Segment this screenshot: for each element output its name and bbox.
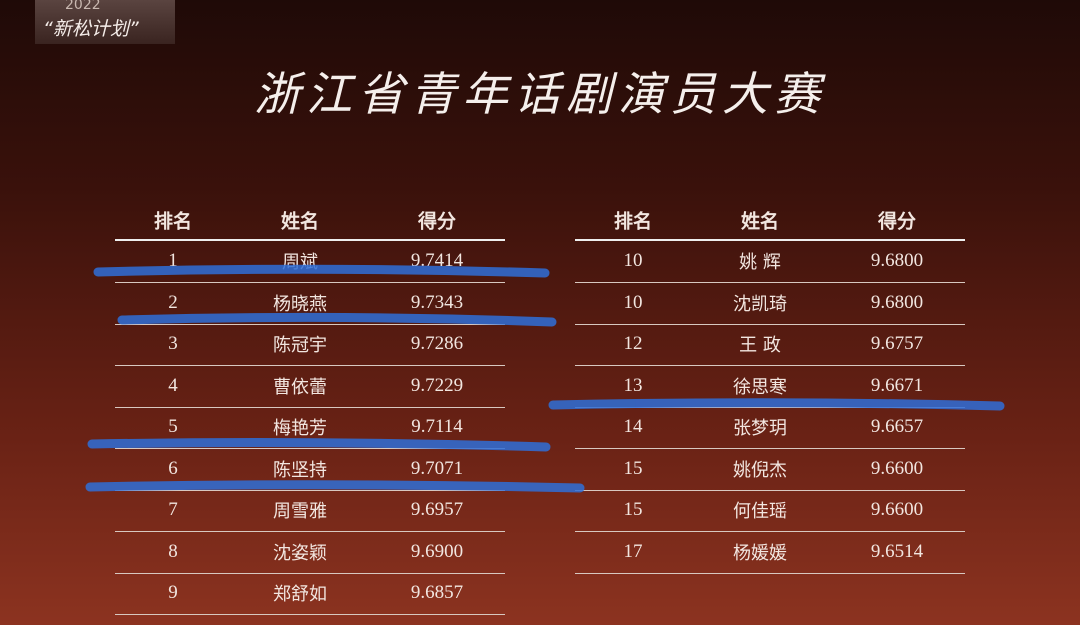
row-rule [575, 489, 965, 491]
header-rule [575, 239, 965, 241]
header-cell: 得分 [417, 210, 457, 233]
score: 9.6900 [410, 540, 464, 562]
rank: 14 [623, 416, 643, 437]
logo-year: 2022 [65, 0, 101, 13]
rank: 3 [168, 333, 178, 354]
score: 9.6671 [870, 374, 924, 396]
row-rule [115, 531, 505, 532]
name: 徐思寒 [733, 376, 787, 398]
name: 杨晓燕 [273, 293, 327, 315]
row-rule [115, 406, 505, 408]
row-rule [575, 406, 965, 408]
rank: 10 [623, 291, 643, 313]
score: 9.6657 [870, 416, 924, 437]
rank: 9 [168, 582, 178, 603]
name: 杨媛媛 [733, 542, 787, 564]
row-rule [575, 448, 965, 449]
row-rule [575, 282, 965, 283]
scribble [85, 480, 585, 493]
name: 姚 辉 [739, 252, 781, 273]
rank: 17 [623, 540, 643, 562]
rank: 12 [623, 333, 643, 354]
row-rule [115, 448, 505, 449]
scribble [87, 438, 551, 452]
score: 9.6800 [870, 250, 924, 271]
name: 郑舒如 [273, 584, 327, 605]
name: 周雪雅 [273, 501, 327, 522]
row-rule [115, 365, 505, 366]
header-cell: 排名 [613, 210, 653, 233]
name: 姚倪杰 [733, 459, 787, 481]
score: 9.6514 [870, 540, 924, 562]
name: 张梦玥 [733, 418, 787, 439]
rank: 8 [168, 540, 178, 562]
row-rule [575, 572, 965, 574]
name: 陈冠宇 [273, 335, 327, 356]
logo-name: “新松计划” [43, 18, 139, 40]
row-rule [575, 531, 965, 532]
logo: 2022 “新松计划” [35, 0, 175, 44]
row-rule [115, 614, 505, 615]
row-rule [575, 365, 965, 366]
rank: 6 [168, 457, 178, 479]
score: 9.6600 [870, 457, 924, 479]
name: 王 政 [739, 335, 781, 356]
score: 9.7229 [410, 374, 464, 396]
name: 沈凯琦 [733, 293, 787, 315]
score: 9.7343 [410, 291, 464, 313]
score: 9.6757 [870, 333, 924, 354]
score: 9.7071 [410, 457, 464, 479]
row-rule [115, 323, 505, 325]
score: 9.6957 [410, 499, 464, 520]
score: 9.7414 [410, 250, 464, 271]
score: 9.6600 [870, 499, 924, 520]
name: 陈坚持 [273, 459, 327, 481]
header-cell: 姓名 [740, 210, 780, 233]
row-rule [115, 489, 505, 491]
rank: 1 [168, 250, 178, 271]
row-rule [115, 282, 505, 283]
name: 沈姿颖 [273, 542, 327, 564]
scribble [93, 264, 550, 278]
rank: 15 [623, 499, 643, 520]
row-rule [575, 323, 965, 325]
name: 曹依蕾 [273, 376, 327, 398]
header-rule [115, 239, 505, 241]
rank: 13 [623, 374, 643, 396]
scribble [548, 398, 1005, 411]
row-rule [115, 572, 505, 574]
header-cell: 姓名 [280, 210, 320, 233]
name: 何佳瑶 [733, 501, 787, 522]
name: 周斌 [282, 252, 318, 273]
title: 浙江省青年话剧演员大赛 [254, 67, 826, 121]
rank: 10 [623, 250, 643, 271]
header-cell: 排名 [153, 210, 193, 233]
rank: 15 [623, 457, 643, 479]
score: 9.6857 [410, 582, 464, 603]
score: 9.6800 [870, 291, 924, 313]
score: 9.7114 [411, 416, 463, 437]
name: 梅艳芳 [273, 418, 327, 439]
rank: 5 [168, 416, 178, 437]
rank: 4 [168, 374, 178, 396]
scribble [117, 312, 557, 327]
rank: 7 [168, 499, 178, 520]
rank: 2 [168, 291, 178, 313]
score: 9.7286 [410, 333, 464, 354]
header-cell: 得分 [877, 210, 917, 233]
